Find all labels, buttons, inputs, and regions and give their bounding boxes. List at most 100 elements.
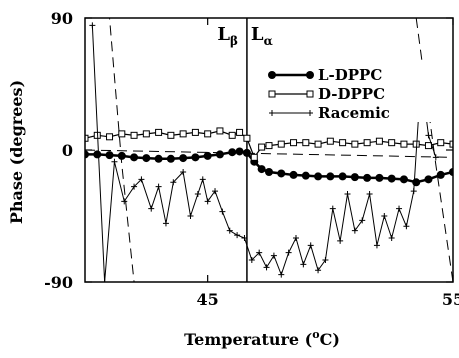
data-point-L-DPPC (93, 150, 102, 159)
data-point-L-DPPC (363, 173, 372, 182)
data-point-D-DPPC (388, 139, 396, 147)
data-point-Racemic (162, 220, 169, 227)
data-point-Racemic (344, 191, 351, 197)
data-point-Racemic (410, 188, 417, 195)
data-point-Racemic (315, 267, 322, 274)
data-point-Racemic (121, 198, 128, 205)
x-tick-label: 45 (197, 290, 219, 309)
legend-marker (306, 71, 314, 79)
data-point-L-DPPC (166, 154, 175, 163)
data-point-Racemic (219, 208, 226, 215)
data-point-L-DPPC (117, 151, 126, 160)
x-axis-label-unit: C (320, 330, 333, 349)
data-point-D-DPPC (290, 139, 298, 147)
data-point-Racemic (148, 205, 155, 212)
x-axis-ticks: 45 55 (197, 18, 459, 309)
y-tick-label: 90 (51, 9, 73, 28)
data-point-D-DPPC (363, 139, 371, 147)
data-point-Racemic (131, 183, 138, 190)
data-point-D-DPPC (243, 134, 251, 142)
data-point-D-DPPC (179, 130, 187, 138)
y-axis-ticks: 90 0 -90 (44, 9, 453, 292)
data-point-D-DPPC (191, 128, 199, 136)
data-point-D-DPPC (339, 139, 347, 147)
data-point-L-DPPC (375, 173, 384, 182)
x-axis-label-sup: o (312, 328, 319, 341)
data-point-Racemic (170, 179, 177, 186)
data-point-L-DPPC (85, 150, 89, 159)
data-point-Racemic (180, 169, 187, 175)
phase-label-beta: Lβ (217, 24, 238, 48)
data-point-Racemic (351, 227, 358, 234)
data-point-Racemic (425, 132, 432, 139)
data-point-Racemic (337, 237, 344, 244)
data-point-L-DPPC (235, 147, 244, 156)
data-point-Racemic (278, 271, 285, 278)
phase-label-alpha: Lα (251, 24, 273, 48)
data-point-Racemic (381, 213, 388, 219)
data-point-Racemic (241, 235, 248, 241)
series-D-DPPC (85, 127, 453, 161)
data-point-D-DPPC (106, 133, 114, 141)
legend-marker (307, 110, 313, 116)
data-point-Racemic (300, 261, 307, 268)
series-L-DPPC (85, 147, 453, 187)
data-point-Racemic (194, 191, 201, 197)
data-point-L-DPPC (424, 175, 433, 184)
y-tick-label: -90 (44, 273, 73, 292)
plot-frame (84, 17, 454, 283)
phase-annotations: Lβ Lα (217, 24, 272, 48)
data-point-D-DPPC (302, 139, 310, 147)
data-point-D-DPPC (265, 142, 273, 150)
data-point-D-DPPC (236, 128, 244, 136)
data-point-L-DPPC (105, 151, 114, 160)
data-point-L-DPPC (179, 154, 188, 163)
data-point-D-DPPC (85, 134, 89, 142)
data-point-L-DPPC (154, 154, 163, 163)
series-line-Racemic (91, 25, 437, 282)
data-point-D-DPPC (204, 130, 212, 138)
data-point-D-DPPC (216, 127, 224, 135)
data-point-Racemic (138, 176, 145, 183)
x-axis-label-close: ) (332, 330, 340, 349)
data-point-Racemic (204, 198, 211, 205)
legend-label: D-DPPC (318, 85, 385, 103)
data-point-L-DPPC (257, 165, 266, 174)
data-point-Racemic (226, 227, 233, 234)
data-point-D-DPPC (351, 140, 359, 148)
legend-item-D-DPPC: D-DPPC (268, 85, 385, 103)
data-point-L-DPPC (387, 174, 396, 183)
legend-item-L-DPPC: L-DPPC (268, 66, 382, 84)
data-point-D-DPPC (142, 130, 150, 138)
data-point-D-DPPC (258, 143, 266, 151)
data-point-L-DPPC (242, 148, 251, 157)
plot-area (85, 18, 453, 282)
data-point-Racemic (248, 257, 255, 263)
data-point-D-DPPC (155, 128, 163, 136)
y-tick-label: 0 (62, 141, 73, 160)
data-point-Racemic (329, 205, 336, 212)
x-tick-label: 55 (442, 290, 459, 309)
data-point-Racemic (199, 176, 206, 183)
dashed-line-dash-a (85, 149, 453, 158)
legend-background (268, 62, 448, 122)
x-axis-label: Temperature (oC) (184, 328, 340, 349)
data-point-Racemic (212, 188, 219, 195)
data-point-L-DPPC (314, 172, 323, 181)
data-point-Racemic (270, 252, 277, 259)
data-point-Racemic (366, 191, 373, 197)
legend-marker (268, 90, 276, 98)
data-point-L-DPPC (130, 153, 139, 162)
data-point-Racemic (403, 223, 410, 230)
data-point-Racemic (359, 217, 366, 224)
data-point-D-DPPC (437, 139, 445, 147)
data-point-Racemic (373, 242, 380, 249)
data-point-L-DPPC (436, 170, 445, 179)
data-point-L-DPPC (399, 175, 408, 184)
legend-marker (306, 90, 314, 98)
data-point-D-DPPC (228, 131, 236, 139)
data-point-L-DPPC (350, 173, 359, 182)
data-point-L-DPPC (338, 172, 347, 181)
data-point-Racemic (256, 249, 263, 256)
data-point-L-DPPC (228, 148, 237, 157)
